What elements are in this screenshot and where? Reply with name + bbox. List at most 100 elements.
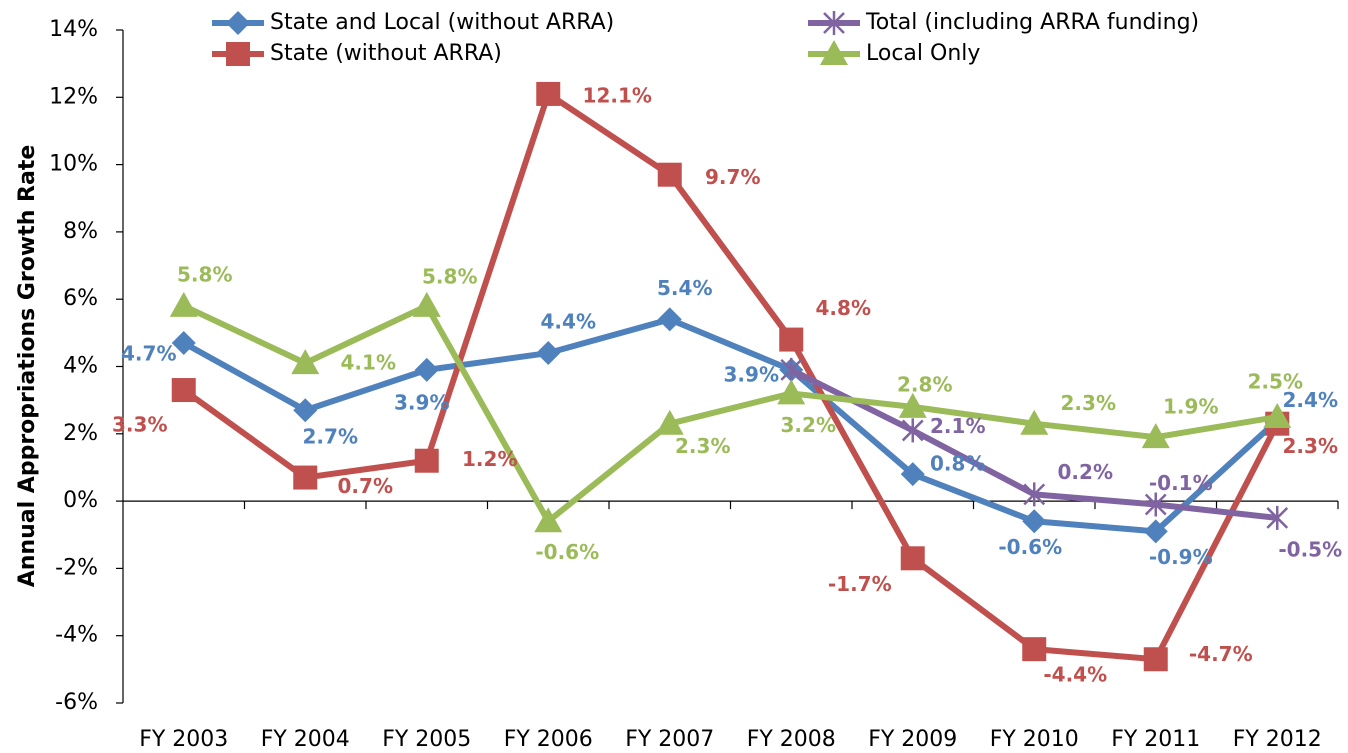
- marker: [901, 418, 924, 443]
- data-label: 1.9%: [1163, 395, 1218, 419]
- x-tick-label: FY 2005: [382, 727, 471, 752]
- data-label: 4.8%: [816, 296, 871, 320]
- x-tick-label: FY 2012: [1233, 727, 1322, 752]
- data-label: 5.4%: [657, 276, 712, 300]
- legend-label: Local Only: [866, 41, 980, 66]
- marker: [1022, 509, 1047, 534]
- x-tick-label: FY 2010: [990, 727, 1079, 752]
- x-tick-label: FY 2009: [868, 727, 957, 752]
- series-line: [182, 316, 1280, 535]
- data-label: -0.9%: [1149, 545, 1213, 569]
- y-tick-label: 4%: [63, 354, 98, 379]
- data-label: 2.5%: [1248, 369, 1303, 393]
- data-label: 2.3%: [1283, 434, 1338, 458]
- data-label: -0.5%: [1278, 537, 1342, 561]
- data-label: -4.7%: [1189, 642, 1253, 666]
- data-label: -0.6%: [535, 540, 599, 564]
- data-label: 2.3%: [675, 434, 730, 458]
- data-label: 1.2%: [462, 447, 517, 471]
- marker: [414, 448, 439, 473]
- marker: [412, 291, 441, 317]
- y-tick-label: -4%: [55, 623, 98, 648]
- legend-marker: [226, 42, 250, 66]
- marker: [534, 507, 563, 533]
- x-tick-label: FY 2003: [139, 727, 228, 752]
- y-tick-label: 2%: [63, 421, 98, 446]
- data-label: 0.2%: [1058, 460, 1113, 484]
- data-label: 5.8%: [177, 262, 232, 286]
- data-label: -4.4%: [1043, 663, 1107, 687]
- marker: [293, 398, 318, 423]
- legend-label: Total (including ARRA funding): [865, 10, 1199, 35]
- data-label: 12.1%: [583, 83, 652, 107]
- marker: [1266, 505, 1289, 530]
- marker: [1263, 402, 1292, 428]
- marker: [1143, 647, 1168, 672]
- x-tick-label: FY 2011: [1111, 727, 1200, 752]
- marker: [1020, 409, 1049, 435]
- marker: [1144, 492, 1167, 517]
- marker: [900, 462, 925, 487]
- marker: [655, 409, 684, 435]
- data-label: 2.7%: [303, 425, 358, 449]
- x-tick-label: FY 2008: [747, 727, 836, 752]
- marker: [777, 379, 806, 405]
- marker: [657, 307, 682, 332]
- legend-label: State (without ARRA): [270, 41, 502, 66]
- x-tick-label: FY 2006: [504, 727, 593, 752]
- data-label: 2.8%: [897, 372, 952, 396]
- marker: [657, 162, 682, 187]
- legend-label: State and Local (without ARRA): [270, 10, 614, 35]
- legend-marker: [820, 40, 848, 65]
- y-tick-label: 0%: [63, 488, 98, 513]
- data-label: 2.1%: [930, 414, 985, 438]
- data-label: 0.8%: [930, 452, 985, 476]
- data-label: -0.6%: [998, 535, 1062, 559]
- legend-marker: [226, 11, 250, 35]
- y-tick-label: -6%: [55, 690, 98, 715]
- marker: [898, 392, 927, 418]
- marker: [293, 465, 318, 490]
- marker: [780, 357, 803, 382]
- data-label: -1.7%: [828, 572, 892, 596]
- y-tick-label: 10%: [49, 152, 98, 177]
- legend-marker: [823, 11, 845, 35]
- data-label: 4.7%: [121, 341, 176, 365]
- marker: [414, 357, 439, 382]
- y-tick-label: 8%: [63, 219, 98, 244]
- marker: [779, 327, 804, 352]
- marker: [536, 81, 561, 106]
- series-line: [181, 90, 1280, 663]
- data-label: 5.8%: [422, 264, 477, 288]
- marker: [536, 341, 561, 366]
- marker: [1141, 423, 1170, 449]
- data-label: 0.7%: [338, 474, 393, 498]
- data-label: 2.4%: [1283, 388, 1338, 412]
- y-axis-title: Annual Appropriations Growth Rate: [15, 145, 40, 588]
- data-label: 3.3%: [112, 413, 167, 437]
- data-label: 3.2%: [781, 413, 836, 437]
- marker: [169, 291, 198, 317]
- marker: [900, 546, 925, 571]
- series-line: [182, 302, 1278, 525]
- marker: [171, 330, 196, 355]
- data-label: -0.1%: [1149, 471, 1213, 495]
- data-label: 3.9%: [724, 362, 779, 386]
- data-label: 9.7%: [705, 165, 760, 189]
- marker: [1022, 637, 1047, 662]
- data-label: 4.1%: [341, 351, 396, 375]
- y-tick-label: -2%: [55, 555, 98, 580]
- x-tick-label: FY 2004: [261, 727, 350, 752]
- data-label: 3.9%: [394, 390, 449, 414]
- marker: [171, 378, 196, 403]
- data-label: 4.4%: [541, 310, 596, 334]
- y-tick-label: 14%: [49, 17, 98, 42]
- x-tick-label: FY 2007: [625, 727, 714, 752]
- marker: [1023, 482, 1046, 507]
- y-tick-label: 12%: [49, 84, 98, 109]
- data-label: 2.3%: [1061, 391, 1116, 415]
- y-tick-label: 6%: [63, 286, 98, 311]
- marker: [291, 349, 320, 375]
- marker: [1143, 519, 1168, 544]
